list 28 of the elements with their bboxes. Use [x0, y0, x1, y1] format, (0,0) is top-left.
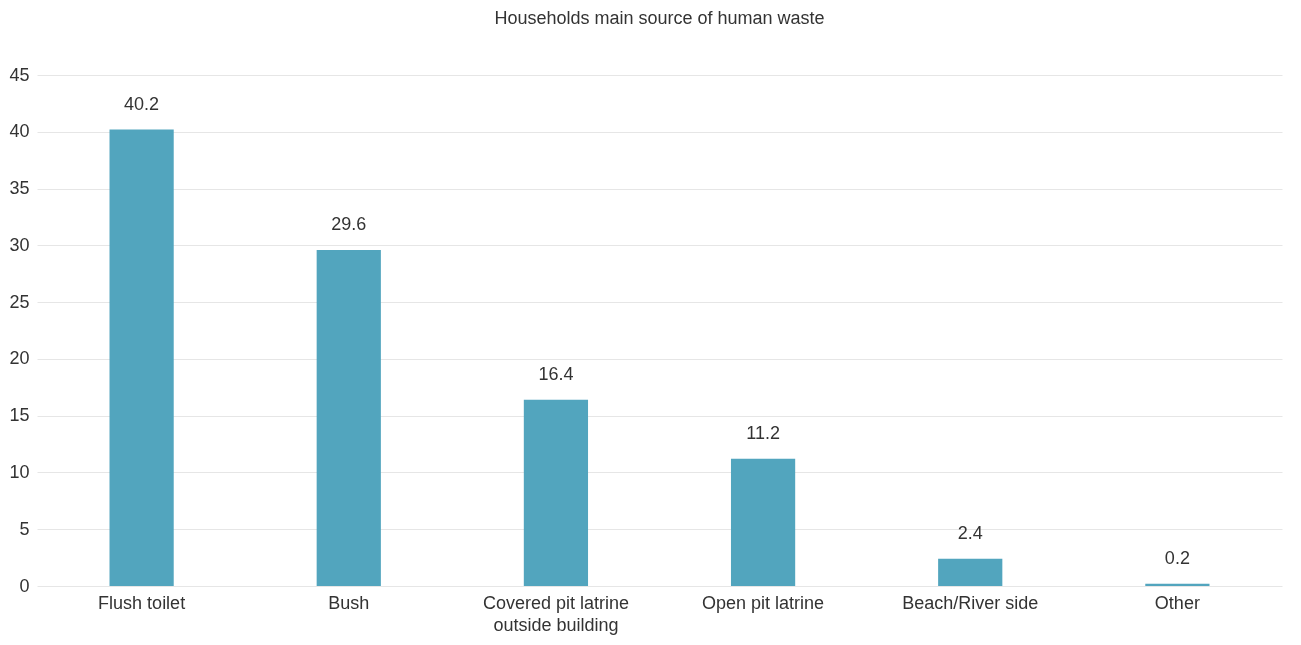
y-tick-label: 5 [19, 518, 30, 539]
y-tick-label: 40 [9, 121, 30, 142]
chart-title: Households main source of human waste [494, 8, 825, 28]
y-tick-label: 15 [9, 405, 30, 426]
bar [730, 458, 796, 586]
bar [523, 399, 589, 586]
y-tick-label: 35 [9, 178, 30, 199]
bar [109, 129, 174, 586]
data-label: 11.2 [746, 422, 780, 443]
bar [938, 558, 1003, 586]
x-tick-label: Flush toilet [98, 592, 186, 613]
data-label: 16.4 [538, 363, 574, 384]
y-tick-label: 20 [9, 348, 30, 369]
data-label: 29.6 [331, 213, 367, 234]
x-tick-label: Covered pit latrine outside building [482, 592, 629, 635]
y-tick-label: 25 [9, 291, 30, 312]
y-tick-label: 0 [19, 575, 30, 596]
x-tick-label: Bush [328, 592, 370, 613]
x-tick-label: Open pit latrine [702, 592, 825, 613]
x-tick-label: Beach/River side [902, 592, 1039, 613]
data-label: 40.2 [124, 93, 160, 114]
y-tick-label: 45 [9, 64, 30, 85]
y-tick-label: 30 [9, 234, 30, 255]
data-label: 2.4 [957, 522, 983, 543]
y-tick-label: 10 [9, 461, 30, 482]
x-tick-label: Other [1154, 592, 1200, 613]
bar [316, 249, 381, 586]
data-label: 0.2 [1164, 547, 1190, 568]
